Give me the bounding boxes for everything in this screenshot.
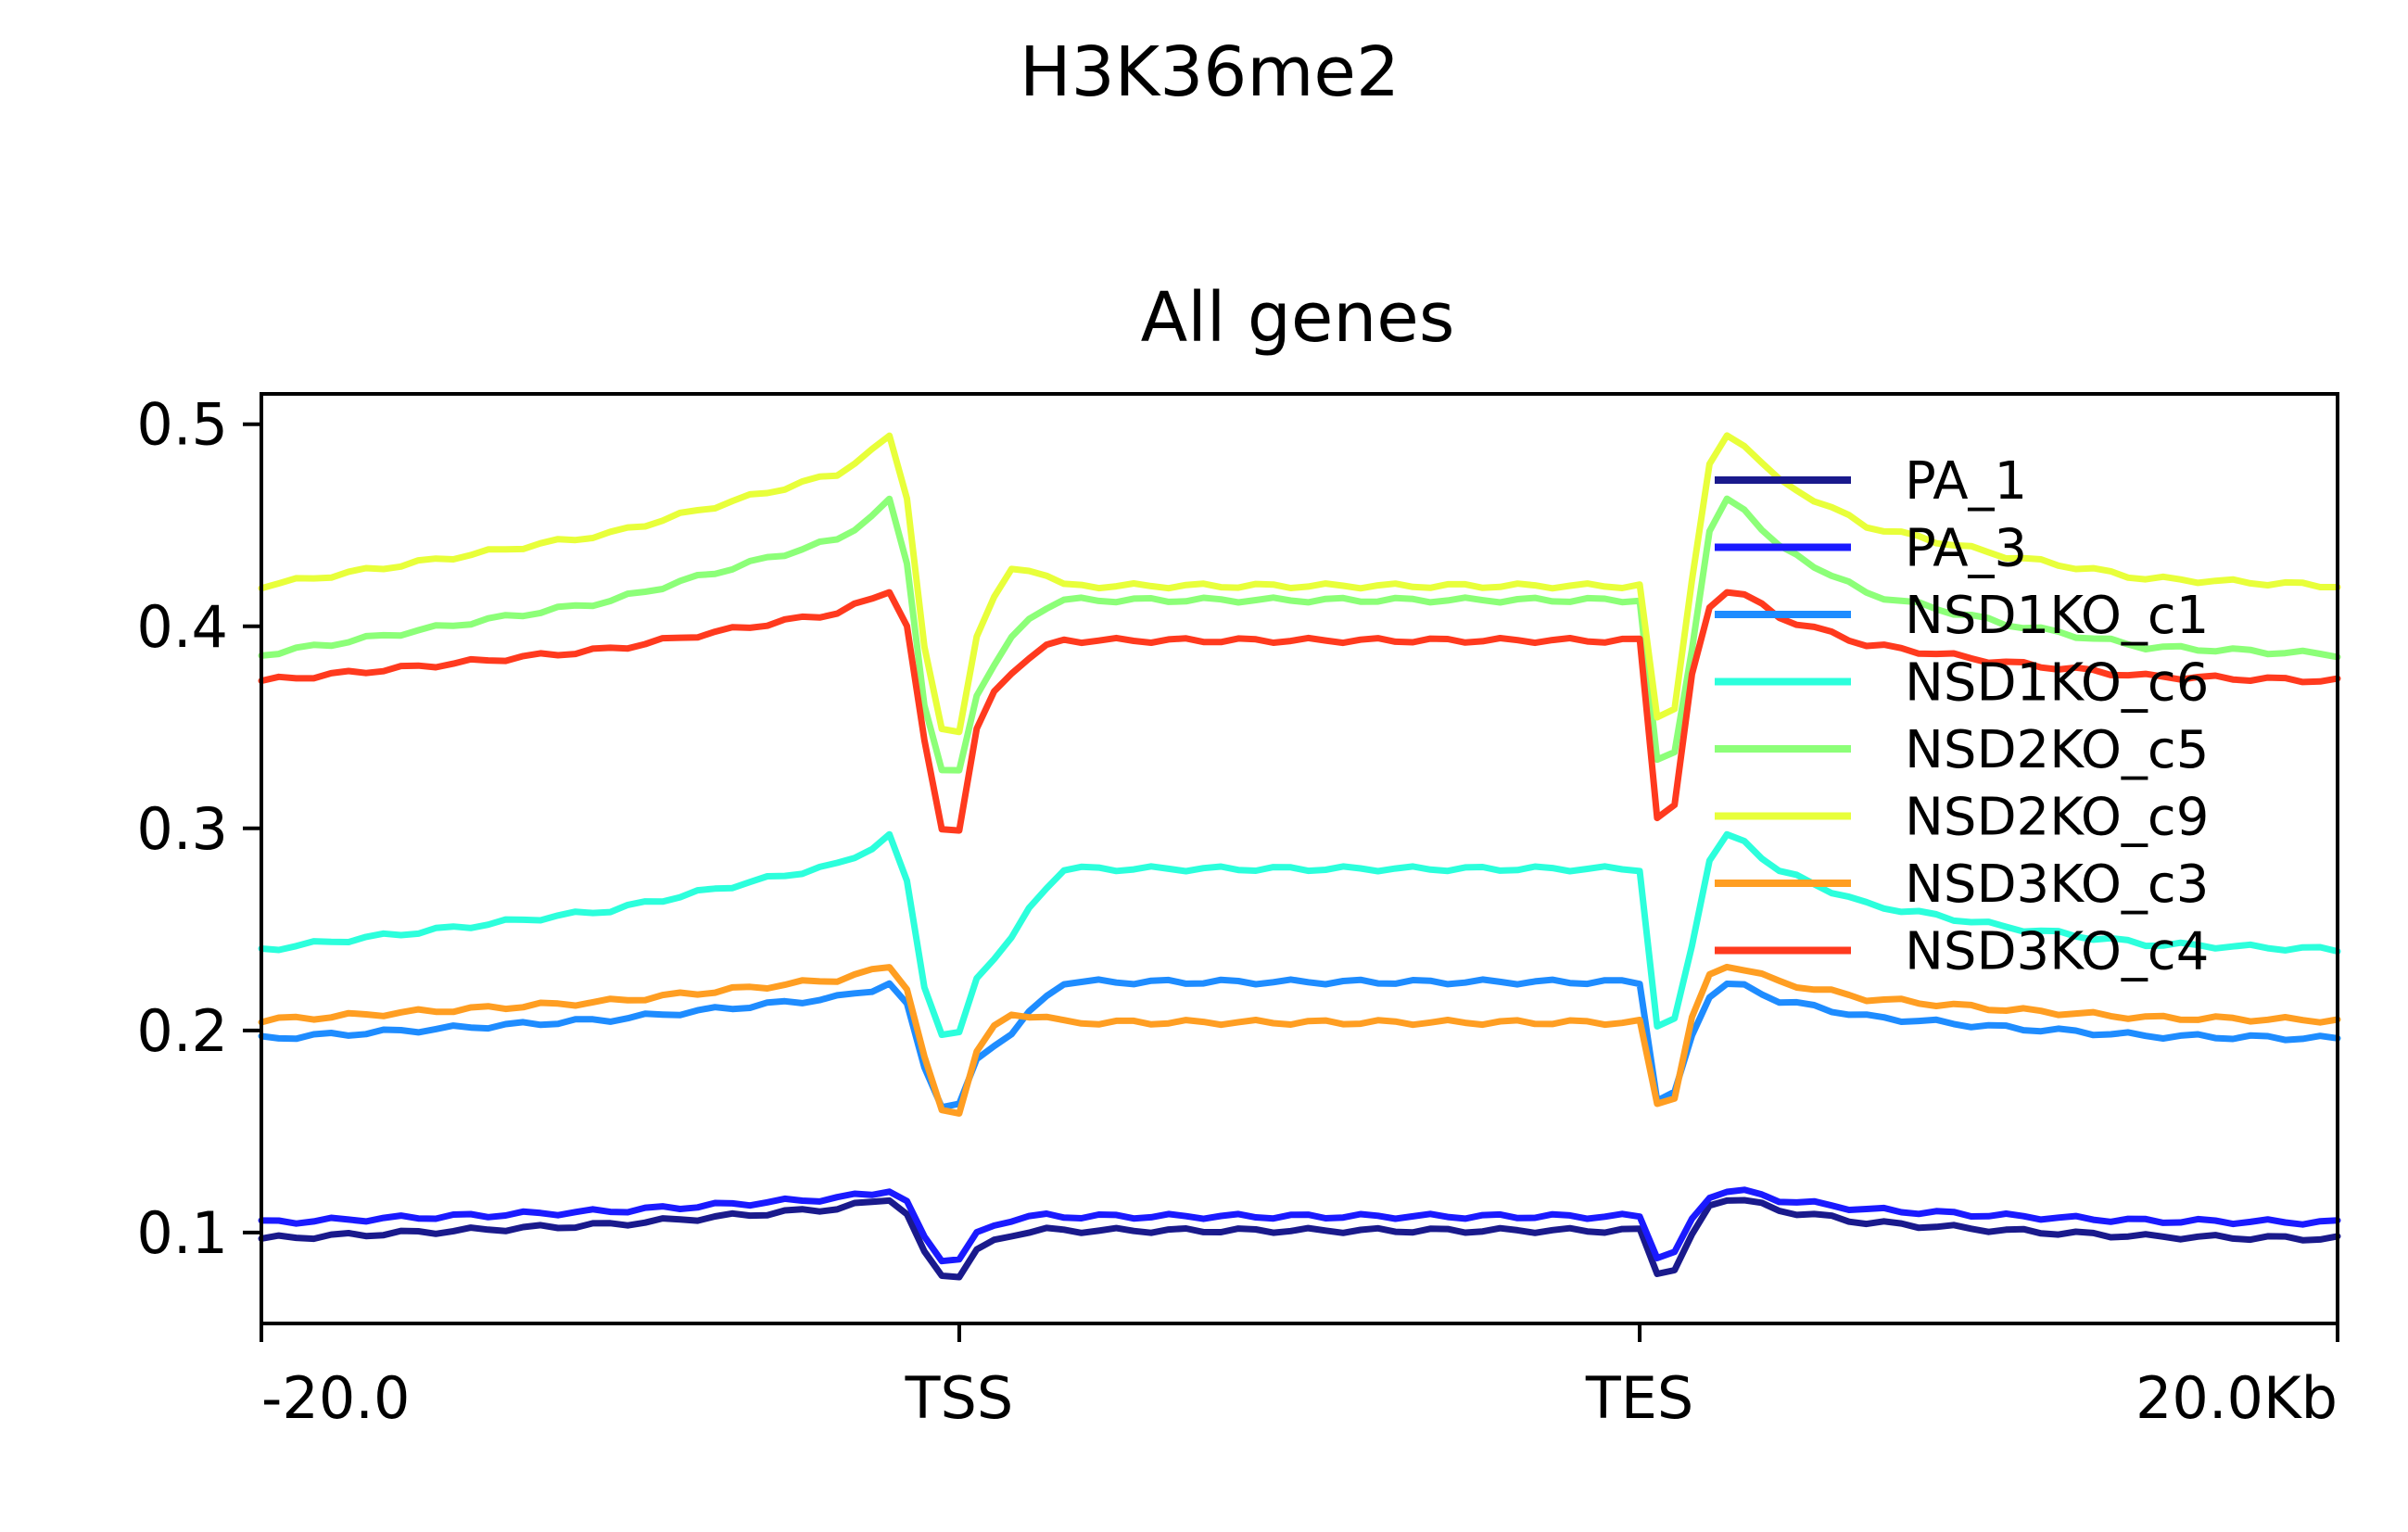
y-tick-label: 0.3 xyxy=(136,795,228,863)
series-line-nsd1ko-c1 xyxy=(258,976,2341,1111)
legend-label: NSD2KO_c5 xyxy=(1905,720,2209,780)
legend-label: PA_3 xyxy=(1905,519,2027,579)
series-line-nsd2ko-c5 xyxy=(258,495,2341,774)
legend-label: NSD1KO_c1 xyxy=(1905,586,2209,646)
series-line-nsd1ko-c6 xyxy=(258,830,2341,1038)
x-tick-label: -20.0 xyxy=(261,1364,410,1432)
plot-frame xyxy=(260,392,2339,1325)
series-line-nsd3ko-c4 xyxy=(258,589,2341,834)
series-line-nsd3ko-c3 xyxy=(258,963,2341,1117)
plot-title: All genes xyxy=(1141,278,1455,358)
x-tick-label: TES xyxy=(1585,1364,1693,1432)
series-line-pa-1 xyxy=(258,1196,2341,1281)
y-tick-label: 0.4 xyxy=(136,593,228,661)
legend-label: PA_1 xyxy=(1905,451,2027,512)
y-tick-label: 0.2 xyxy=(136,997,228,1065)
legend-label: NSD3KO_c4 xyxy=(1905,922,2209,982)
series-line-pa-3 xyxy=(258,1186,2341,1265)
legend-label: NSD3KO_c3 xyxy=(1905,855,2209,915)
legend-label: NSD2KO_c9 xyxy=(1905,788,2209,848)
series-line-nsd2ko-c9 xyxy=(258,432,2341,736)
x-tick-label: TSS xyxy=(905,1364,1014,1432)
y-tick-label: 0.5 xyxy=(136,391,228,459)
figure-title: H3K36me2 xyxy=(1020,32,1400,112)
series-lines xyxy=(258,432,2341,1281)
x-tick-label: 20.0Kb xyxy=(2136,1364,2338,1432)
y-tick-label: 0.1 xyxy=(136,1199,228,1267)
x-axis: -20.0 TSS TES 20.0Kb xyxy=(260,1323,2339,1432)
y-axis: 0.1 0.2 0.3 0.4 0.5 xyxy=(136,391,261,1267)
legend-label: NSD1KO_c6 xyxy=(1905,653,2209,714)
